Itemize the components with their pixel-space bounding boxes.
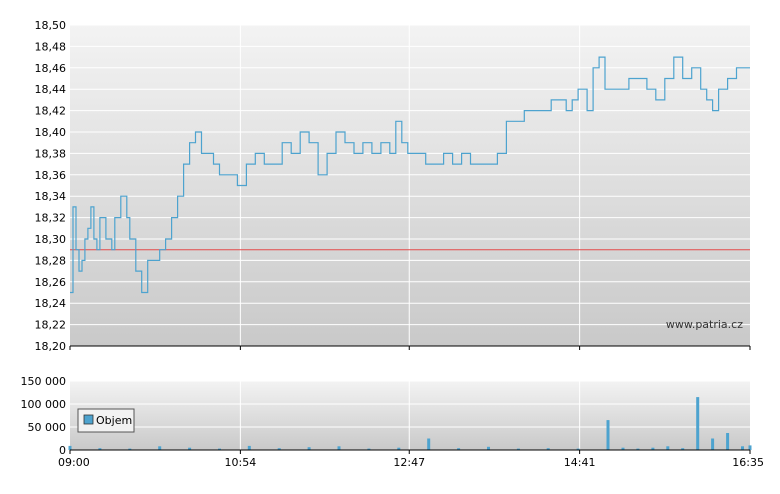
price-y-tick-label: 18,44 bbox=[35, 83, 67, 96]
price-x-tick-marks bbox=[69, 346, 751, 350]
volume-bar bbox=[576, 448, 580, 450]
price-y-axis: 18,50 18,48 18,46 18,44 18,42 18,40 18,38 18,36… bbox=[35, 19, 67, 353]
price-y-tick-label: 18,46 bbox=[35, 62, 67, 75]
volume-bar bbox=[277, 448, 281, 450]
x-tick-label: 10:54 bbox=[225, 456, 257, 469]
volume-bar bbox=[681, 448, 685, 450]
price-y-tick-label: 18,32 bbox=[35, 212, 67, 225]
volume-grid bbox=[70, 380, 750, 450]
x-tick-label: 09:00 bbox=[58, 456, 90, 469]
volume-bar bbox=[651, 447, 655, 450]
volume-bar bbox=[427, 438, 431, 450]
volume-bar bbox=[606, 420, 610, 450]
volume-bar bbox=[158, 446, 162, 450]
volume-bar bbox=[516, 448, 520, 450]
volume-bar bbox=[457, 448, 461, 450]
volume-plot-area bbox=[70, 381, 750, 450]
volume-bar bbox=[128, 448, 132, 450]
volume-bar bbox=[307, 447, 311, 450]
legend-swatch-icon bbox=[83, 414, 94, 425]
volume-bar bbox=[741, 446, 744, 450]
price-y-tick-label: 18,48 bbox=[35, 40, 67, 53]
price-y-tick-label: 18,20 bbox=[35, 340, 67, 353]
x-tick-label: 16:35 bbox=[732, 456, 764, 469]
price-grid bbox=[70, 24, 750, 346]
volume-legend: Objem bbox=[77, 408, 135, 433]
price-y-tick-label: 18,24 bbox=[35, 297, 67, 310]
price-y-tick-label: 18,30 bbox=[35, 233, 67, 246]
volume-bar bbox=[696, 397, 700, 450]
price-y-tick-label: 18,26 bbox=[35, 276, 67, 289]
volume-bar bbox=[337, 446, 341, 450]
volume-y-axis: 150 000 100 000 50 000 0 bbox=[21, 375, 67, 457]
volume-bar bbox=[68, 445, 72, 450]
price-y-tick-label: 18,38 bbox=[35, 147, 67, 160]
volume-y-tick-label: 50 000 bbox=[28, 421, 67, 434]
volume-bar bbox=[98, 448, 102, 450]
volume-bars bbox=[68, 397, 752, 450]
price-y-tick-label: 18,28 bbox=[35, 254, 67, 267]
volume-bar bbox=[546, 448, 550, 450]
volume-bar bbox=[711, 438, 715, 450]
price-y-tick-label: 18,42 bbox=[35, 105, 67, 118]
price-plot-area bbox=[70, 25, 750, 346]
price-y-tick-label: 18,40 bbox=[35, 126, 67, 139]
x-tick-label: 12:47 bbox=[393, 456, 425, 469]
volume-bar bbox=[247, 445, 251, 450]
volume-bar bbox=[487, 446, 490, 450]
volume-bar bbox=[666, 446, 670, 450]
volume-y-tick-label: 100 000 bbox=[21, 398, 67, 411]
volume-bar bbox=[621, 447, 625, 450]
x-tick-label: 14:41 bbox=[564, 456, 596, 469]
volume-bar bbox=[188, 447, 192, 450]
legend-label: Objem bbox=[96, 414, 132, 427]
price-y-tick-label: 18,36 bbox=[35, 169, 67, 182]
price-y-tick-label: 18,34 bbox=[35, 190, 67, 203]
price-y-tick-label: 18,50 bbox=[35, 19, 67, 32]
volume-y-tick-label: 0 bbox=[59, 444, 66, 457]
watermark: www.patria.cz bbox=[666, 318, 743, 331]
volume-bar bbox=[397, 447, 401, 450]
price-y-tick-label: 18,22 bbox=[35, 319, 67, 332]
volume-y-tick-label: 150 000 bbox=[21, 375, 67, 388]
volume-bar bbox=[367, 448, 371, 450]
volume-bar bbox=[748, 445, 752, 450]
price-series-line bbox=[70, 56, 750, 294]
volume-bar bbox=[636, 448, 640, 450]
volume-x-axis-labels: 09:00 10:54 12:47 14:41 16:35 bbox=[58, 450, 764, 469]
volume-bar bbox=[218, 448, 221, 450]
volume-bar bbox=[726, 433, 730, 450]
